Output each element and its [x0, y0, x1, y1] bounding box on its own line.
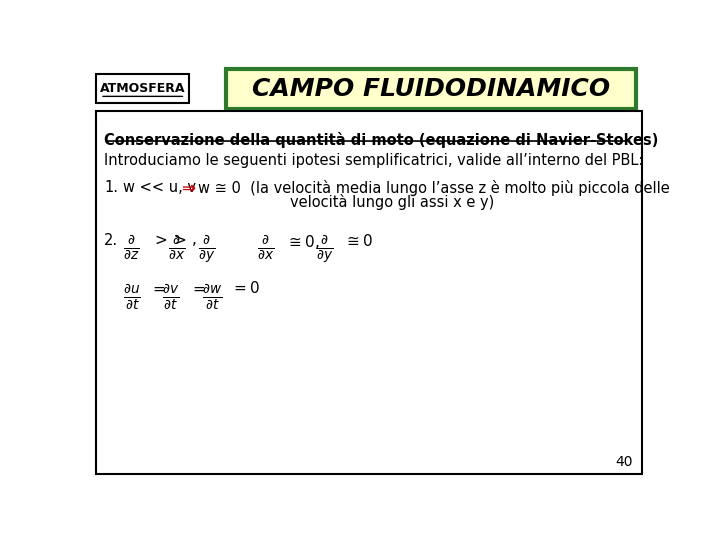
Text: $,$: $,$ [191, 233, 196, 248]
Text: $>>$: $>>$ [152, 233, 187, 248]
FancyBboxPatch shape [225, 69, 636, 109]
Text: velocità lungo gli assi x e y): velocità lungo gli assi x e y) [290, 194, 495, 210]
Text: ⇒: ⇒ [181, 180, 195, 198]
Text: w << u, v: w << u, v [122, 180, 196, 195]
Text: $\frac{\partial}{\partial x}$: $\frac{\partial}{\partial x}$ [168, 234, 185, 262]
Text: Conservazione della quantità di moto (equazione di Navier-Stokes): Conservazione della quantità di moto (eq… [104, 132, 658, 148]
Text: 2.: 2. [104, 233, 118, 248]
Text: $\frac{\partial v}{\partial t}$: $\frac{\partial v}{\partial t}$ [162, 282, 179, 311]
Text: $=$: $=$ [190, 280, 206, 295]
Text: $= 0$: $= 0$ [231, 280, 261, 296]
Text: 40: 40 [615, 455, 632, 469]
Text: w ≅ 0  (la velocità media lungo l’asse z è molto più piccola delle: w ≅ 0 (la velocità media lungo l’asse z … [199, 180, 670, 197]
Text: CAMPO FLUIDODINAMICO: CAMPO FLUIDODINAMICO [252, 77, 610, 100]
Text: $\cong 0,$: $\cong 0,$ [286, 233, 320, 251]
Text: $\frac{\partial w}{\partial t}$: $\frac{\partial w}{\partial t}$ [202, 282, 222, 311]
Text: $\cong 0$: $\cong 0$ [344, 233, 374, 248]
Text: ATMOSFERA: ATMOSFERA [100, 82, 186, 95]
Text: $\frac{\partial}{\partial y}$: $\frac{\partial}{\partial y}$ [316, 234, 333, 266]
FancyBboxPatch shape [96, 111, 642, 475]
Text: $\frac{\partial}{\partial y}$: $\frac{\partial}{\partial y}$ [199, 234, 216, 266]
Text: 1.: 1. [104, 180, 118, 195]
FancyBboxPatch shape [96, 74, 189, 103]
Text: $=$: $=$ [150, 280, 166, 295]
Text: $\frac{\partial u}{\partial t}$: $\frac{\partial u}{\partial t}$ [122, 282, 140, 311]
Text: Introduciamo le seguenti ipotesi semplificatrici, valide all’interno del PBL:: Introduciamo le seguenti ipotesi semplif… [104, 153, 644, 168]
Text: $\frac{\partial}{\partial z}$: $\frac{\partial}{\partial z}$ [122, 234, 139, 262]
Text: $\frac{\partial}{\partial x}$: $\frac{\partial}{\partial x}$ [256, 234, 274, 262]
